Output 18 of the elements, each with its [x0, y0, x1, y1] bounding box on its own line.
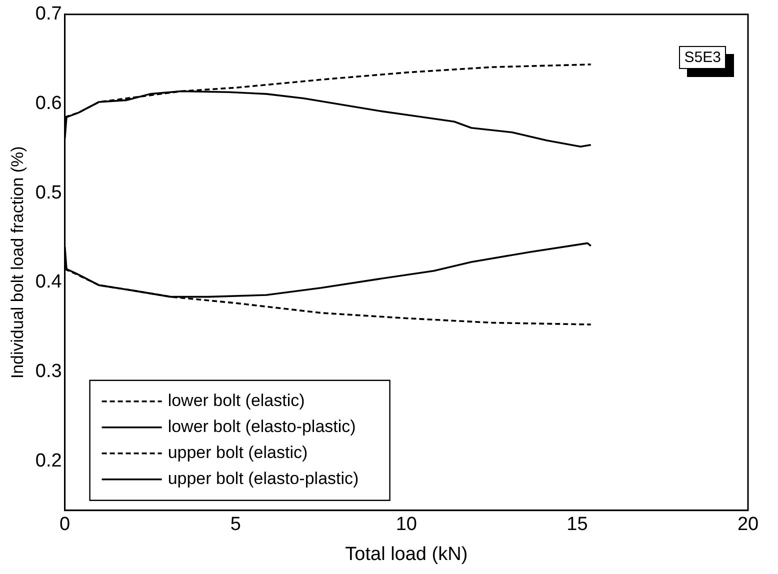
x-tick-label: 15 — [566, 514, 588, 536]
x-axis-title: Total load (kN) — [345, 544, 468, 565]
y-tick-label: 0.2 — [35, 450, 62, 472]
y-tick-label: 0.6 — [35, 93, 62, 114]
legend-label: upper bolt (elastic) — [168, 443, 308, 462]
y-axis-title: Individual bolt load fraction (%) — [8, 146, 27, 379]
y-tick-label: 0.7 — [35, 4, 62, 25]
y-tick-label: 0.4 — [35, 272, 62, 293]
y-tick-label: 0.3 — [35, 361, 62, 382]
legend-label: upper bolt (elasto-plastic) — [168, 469, 359, 488]
annotation: S5E3 — [679, 46, 726, 69]
legend-label: lower bolt (elastic) — [168, 391, 305, 410]
legend-label: lower bolt (elasto-plastic) — [168, 417, 356, 436]
y-tick-label: 0.5 — [35, 182, 62, 204]
x-tick-label: 5 — [230, 514, 241, 536]
x-tick-label: 20 — [737, 514, 759, 536]
x-tick-label: 10 — [396, 514, 417, 536]
x-tick-label: 0 — [60, 514, 70, 536]
